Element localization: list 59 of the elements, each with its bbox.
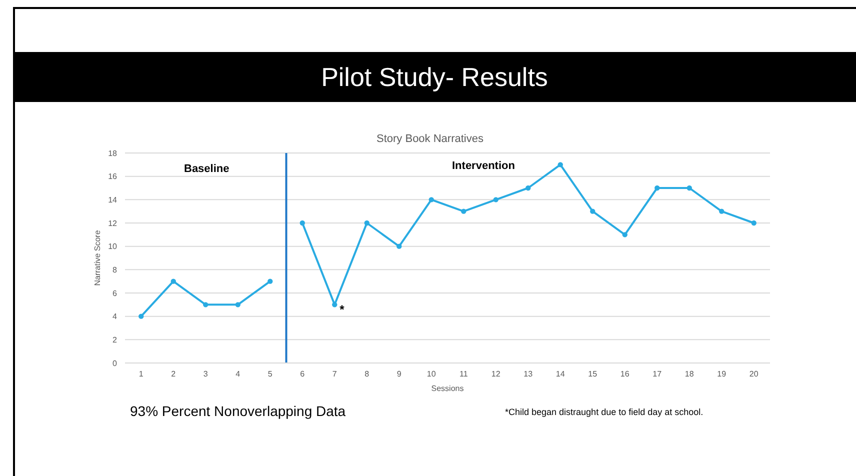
y-tick-label: 2 [112, 336, 118, 345]
point [332, 302, 338, 308]
point [235, 302, 240, 308]
x-tick-label: 19 [717, 370, 727, 379]
chart-title: Pilot Study- Results [13, 52, 856, 102]
point [686, 185, 692, 191]
x-tick-label: 17 [652, 370, 662, 379]
annotation: Intervention [452, 160, 515, 172]
point [461, 208, 466, 214]
y-tick-label: 10 [108, 242, 118, 252]
x-tick-label: 12 [491, 370, 501, 379]
y-tick-label: 4 [112, 312, 118, 322]
x-tick-label: 6 [300, 370, 306, 379]
point [268, 278, 273, 284]
x-tick-label: 4 [236, 370, 241, 379]
x-tick-label: 11 [459, 370, 468, 379]
point [428, 197, 434, 202]
point [138, 314, 144, 319]
x-tick-label: 15 [588, 370, 598, 379]
point [751, 220, 756, 226]
text: 93% Percent Nonoverlapping Data [130, 403, 346, 419]
x-tick-label: 18 [684, 370, 694, 379]
point [622, 232, 628, 238]
point [558, 162, 563, 168]
x-tick-label: 20 [749, 370, 759, 379]
x-tick-label: 16 [620, 370, 630, 379]
point [364, 220, 370, 226]
point [300, 220, 305, 226]
x-tick-label: 9 [396, 370, 402, 379]
y-axis-title: Narrative Score [92, 230, 102, 286]
y-tick-label: 16 [108, 172, 118, 182]
y-tick-label: 6 [112, 288, 118, 298]
point [719, 208, 724, 214]
chart-subtitle: Story Book Narratives [376, 133, 484, 145]
x-tick-label: 5 [268, 370, 273, 379]
x-tick-label: 14 [556, 370, 566, 379]
annotation: * [340, 302, 345, 317]
x-tick-label: 2 [171, 370, 176, 379]
x-tick-label: 7 [332, 370, 338, 379]
point [396, 244, 402, 249]
y-tick-label: 18 [108, 148, 118, 158]
x-tick-label: 3 [203, 370, 208, 379]
x-tick-label: 13 [524, 370, 534, 379]
y-tick-label: 14 [108, 196, 118, 205]
x-tick-label: 8 [364, 370, 370, 379]
point [203, 302, 208, 308]
point [493, 197, 498, 202]
point [526, 185, 531, 191]
y-tick-label: 0 [112, 358, 118, 368]
point [654, 185, 660, 191]
y-tick-label: 8 [112, 266, 118, 275]
text: *Child began distraught due to field day at school. [505, 407, 704, 417]
x-axis-title: Sessions [431, 384, 464, 393]
x-tick-label: 1 [138, 370, 144, 379]
y-tick-label: 12 [108, 218, 118, 228]
point [170, 278, 176, 284]
annotation: Baseline [184, 163, 230, 175]
x-tick-label: 10 [426, 370, 436, 379]
point [590, 208, 596, 214]
